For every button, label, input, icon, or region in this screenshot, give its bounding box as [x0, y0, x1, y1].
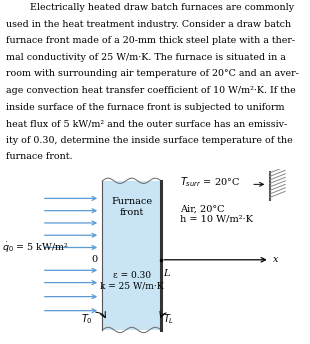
Text: mal conductivity of 25 W/m·K. The furnace is situated in a: mal conductivity of 25 W/m·K. The furnac… — [6, 53, 286, 62]
Text: inside surface of the furnace front is subjected to uniform: inside surface of the furnace front is s… — [6, 103, 285, 111]
Text: 0: 0 — [91, 255, 98, 264]
Text: ity of 0.30, determine the inside surface temperature of the: ity of 0.30, determine the inside surfac… — [6, 136, 293, 144]
Text: room with surrounding air temperature of 20°C and an aver-: room with surrounding air temperature of… — [6, 69, 299, 78]
Text: $T_{surr}$ = 20°C: $T_{surr}$ = 20°C — [180, 176, 240, 190]
Text: $T_L$: $T_L$ — [163, 313, 174, 326]
Text: Electrically heated draw batch furnaces are commonly: Electrically heated draw batch furnaces … — [6, 3, 294, 12]
Text: Air, 20°C: Air, 20°C — [180, 204, 224, 213]
Text: h = 10 W/m²·K: h = 10 W/m²·K — [180, 215, 253, 224]
Text: age convection heat transfer coefficient of 10 W/m²·K. If the: age convection heat transfer coefficient… — [6, 86, 296, 95]
Text: heat flux of 5 kW/m² and the outer surface has an emissiv-: heat flux of 5 kW/m² and the outer surfa… — [6, 119, 287, 128]
Text: furnace front made of a 20-mm thick steel plate with a ther-: furnace front made of a 20-mm thick stee… — [6, 36, 295, 45]
Text: L: L — [163, 269, 169, 278]
Text: furnace front.: furnace front. — [6, 152, 73, 161]
Text: used in the heat treatment industry. Consider a draw batch: used in the heat treatment industry. Con… — [6, 20, 291, 29]
Text: k = 25 W/m·K: k = 25 W/m·K — [100, 282, 164, 291]
Text: x: x — [273, 255, 279, 264]
Text: Furnace
front: Furnace front — [111, 197, 152, 217]
Text: $\dot{q}_0$ = 5 kW/m²: $\dot{q}_0$ = 5 kW/m² — [2, 240, 68, 255]
Text: $T_0$: $T_0$ — [81, 313, 93, 326]
Bar — [102, 181, 161, 330]
Text: ε = 0.30: ε = 0.30 — [113, 271, 151, 280]
